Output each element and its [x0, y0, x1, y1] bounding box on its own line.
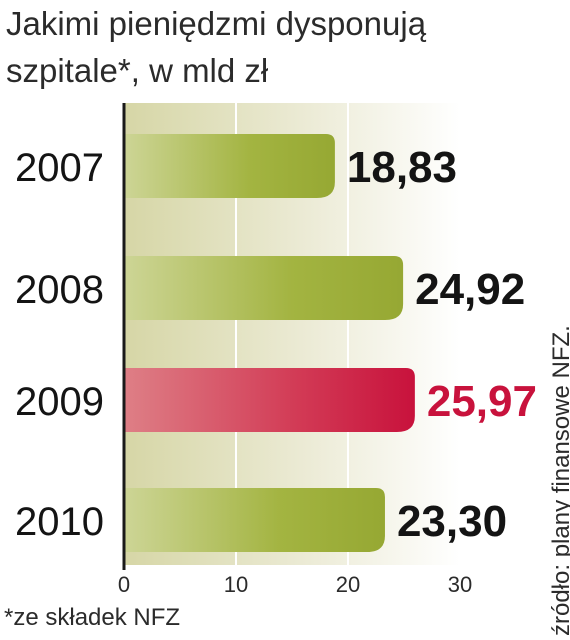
x-tick-label-0: 0: [118, 572, 130, 597]
x-tick-label-20: 20: [336, 572, 360, 597]
category-label-2010: 2010: [15, 500, 104, 544]
value-label-2009: 25,97: [427, 377, 537, 426]
x-tick-label-10: 10: [224, 572, 248, 597]
category-label-2008: 2008: [15, 268, 104, 312]
category-label-2007: 2007: [15, 146, 104, 190]
title-line-2: szpitale*, w mld zł: [6, 52, 269, 89]
value-label-2007: 18,83: [347, 143, 457, 192]
footnote: *ze składek NFZ: [4, 604, 181, 631]
value-label-2008: 24,92: [415, 265, 525, 314]
bar-2007: [124, 134, 335, 198]
chart-title: Jakimi pieniędzmi dysponują szpitale*, w…: [6, 0, 506, 94]
bar-2010: [124, 488, 385, 552]
source-note: źródło: plany finansowe NFZ.: [548, 325, 570, 636]
bar-2009: [124, 368, 415, 432]
category-label-2009: 2009: [15, 380, 104, 424]
title-line-1: Jakimi pieniędzmi dysponują: [6, 5, 427, 42]
bar-2008: [124, 256, 404, 320]
value-label-2010: 23,30: [397, 497, 507, 546]
x-tick-label-30: 30: [448, 572, 472, 597]
